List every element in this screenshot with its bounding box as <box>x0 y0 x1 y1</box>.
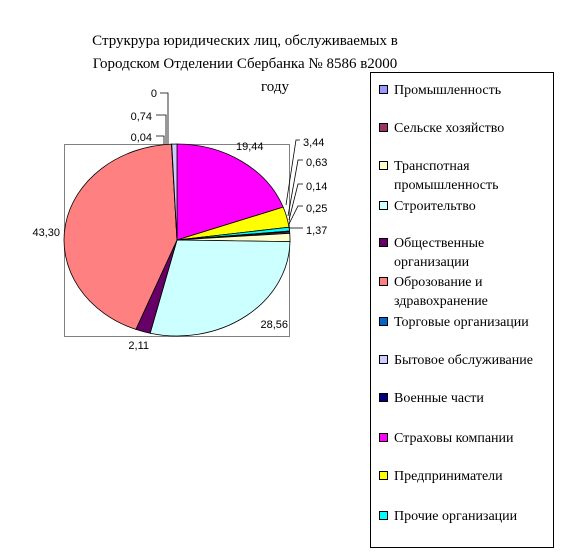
pie-slice <box>176 143 284 241</box>
data-label: 19,44 <box>236 141 264 153</box>
data-label: 0,74 <box>131 111 152 123</box>
leader-line <box>160 92 169 144</box>
data-label: 3,44 <box>303 137 324 149</box>
pie-slice <box>63 143 178 330</box>
legend-swatch <box>379 393 388 402</box>
legend-label: Транспотная промышленность <box>394 159 499 193</box>
data-label: 28,56 <box>260 319 288 331</box>
legend: Промышленность Сельске хозяйство Транспотн… <box>370 72 554 548</box>
leader-line <box>156 135 165 144</box>
legend-label: Военные части <box>394 391 484 406</box>
leader-line <box>288 205 303 225</box>
data-label: 0,04 <box>131 132 152 144</box>
chart-title: Струкрура юридических лиц, обслуживаемых… <box>60 30 430 99</box>
legend-label: Сельске хозяйство <box>394 121 505 136</box>
data-label: 43,30 <box>32 227 60 239</box>
legend-label: Строительтво <box>394 199 476 214</box>
legend-swatch <box>379 277 388 286</box>
legend-swatch <box>379 123 388 132</box>
chart-title-line-1: Струкрура юридических лиц, обслуживаемых… <box>92 33 398 49</box>
leader-line <box>285 139 300 206</box>
legend-swatch <box>379 433 388 442</box>
legend-label: Оброзование и здравохранение <box>394 275 488 309</box>
legend-swatch <box>379 238 388 247</box>
legend-swatch <box>379 355 388 364</box>
legend-label: Предприниматели <box>394 469 503 484</box>
data-label: 0 <box>151 88 157 100</box>
chart-title-line-2: Городском Отделении Сбербанка № 8586 в20… <box>92 56 398 72</box>
legend-swatch <box>379 511 388 520</box>
data-label: 0,14 <box>306 181 327 193</box>
leader-line <box>287 159 303 217</box>
legend-swatch <box>379 317 388 326</box>
chart-title-line-3: году <box>261 79 289 95</box>
legend-label: Общественные организации <box>394 236 485 270</box>
legend-label: Торговые организации <box>394 315 529 330</box>
pie-slice <box>171 143 178 241</box>
data-label: 1,37 <box>306 225 327 237</box>
legend-swatch <box>379 85 388 94</box>
data-label: 2,11 <box>128 340 149 352</box>
data-label: 0,25 <box>306 203 327 215</box>
leader-line <box>156 114 167 144</box>
legend-label: Бытовое обслуживание <box>394 353 533 368</box>
legend-swatch <box>379 471 388 480</box>
legend-swatch <box>379 161 388 170</box>
pie-slice <box>149 239 291 337</box>
legend-label: Страховы компании <box>394 431 514 446</box>
data-label: 0,63 <box>306 157 327 169</box>
legend-label: Промышленность <box>394 83 502 98</box>
leader-line <box>288 183 303 221</box>
legend-label: Прочие организации <box>394 509 518 524</box>
legend-swatch <box>379 201 388 210</box>
